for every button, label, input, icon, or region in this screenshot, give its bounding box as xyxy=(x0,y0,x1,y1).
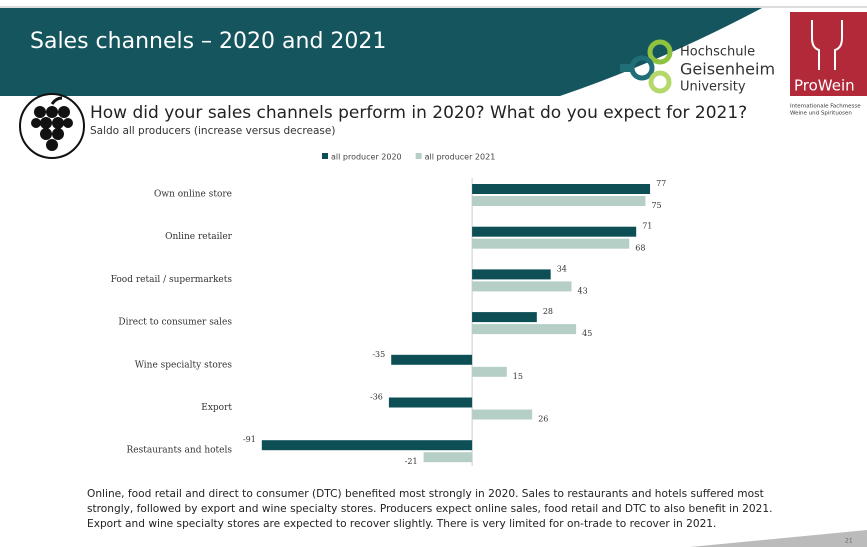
bar xyxy=(472,324,577,335)
logo-text: Geisenheim xyxy=(680,60,775,79)
fair-logo: ProWein Internationale Fachmesse Weine u… xyxy=(790,12,867,117)
value-label: 15 xyxy=(513,372,523,381)
chart-title: How did your sales channels perform in 2… xyxy=(90,103,747,123)
logo-ring xyxy=(648,70,672,94)
icon-stem xyxy=(50,96,63,105)
grape-icon xyxy=(19,93,85,159)
bar xyxy=(472,238,630,249)
bar xyxy=(472,366,507,377)
value-label: 34 xyxy=(557,264,567,273)
logo-ring xyxy=(647,39,673,65)
fair-name: ProWein xyxy=(794,77,855,95)
value-label: 68 xyxy=(635,244,645,253)
page-number: 21 xyxy=(845,538,853,545)
value-label: -35 xyxy=(372,350,385,359)
value-label: 77 xyxy=(656,179,666,188)
bar xyxy=(423,452,473,463)
bar xyxy=(472,281,572,292)
bar xyxy=(472,184,651,194)
value-label: 45 xyxy=(582,329,592,338)
logo-text: Hochschule xyxy=(680,45,755,60)
bar xyxy=(472,269,551,280)
category-label: Restaurants and hotels xyxy=(127,446,233,456)
bar xyxy=(391,354,473,365)
value-label: 28 xyxy=(543,307,553,316)
category-label: Wine specialty stores xyxy=(135,360,233,370)
category-label: Own online store xyxy=(154,190,232,200)
value-label: 75 xyxy=(651,201,661,210)
fair-tagline: Weine und Spirituosen xyxy=(790,111,852,117)
legend-label: all producer 2020 xyxy=(331,153,402,162)
category-label: Online retailer xyxy=(165,232,233,242)
value-label: -36 xyxy=(370,393,383,402)
category-label: Food retail / supermarkets xyxy=(111,275,233,285)
legend-label: all producer 2021 xyxy=(425,153,496,162)
bar xyxy=(388,397,473,408)
bar xyxy=(472,312,537,323)
bar xyxy=(261,440,473,451)
fair-icon xyxy=(811,20,843,70)
header-title: Sales channels – 2020 and 2021 xyxy=(30,29,386,54)
value-label: -91 xyxy=(243,435,256,444)
footnote: Online, food retail and direct to consum… xyxy=(87,488,773,530)
icon-grapes xyxy=(31,106,73,151)
category-label: Export xyxy=(201,403,232,413)
category-label: Direct to consumer sales xyxy=(118,318,232,328)
bar xyxy=(472,196,646,206)
fair-tagline: Internationale Fachmesse xyxy=(790,104,861,110)
fair-box xyxy=(790,12,867,96)
university-logo: Hochschule Geisenheim University xyxy=(620,39,775,95)
corner-shape xyxy=(690,530,867,547)
value-label: 71 xyxy=(642,222,652,231)
logo-block xyxy=(620,64,632,72)
value-label: 26 xyxy=(538,415,548,424)
legend-swatch xyxy=(415,153,422,159)
value-label: -21 xyxy=(405,457,418,466)
bar xyxy=(472,409,533,420)
header-band xyxy=(0,8,762,96)
chart-subtitle: Saldo all producers (increase versus dec… xyxy=(90,125,335,137)
logo-text: University xyxy=(680,80,746,95)
legend-swatch xyxy=(322,153,328,159)
value-label: 43 xyxy=(577,286,587,295)
bar xyxy=(472,226,637,237)
